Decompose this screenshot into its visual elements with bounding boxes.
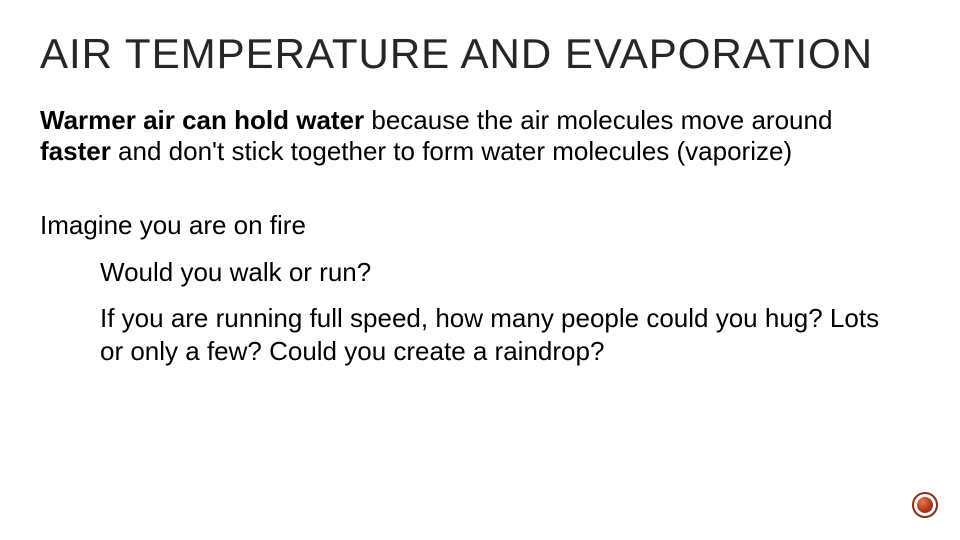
- paragraph-4: If you are running full speed, how many …: [40, 302, 900, 367]
- paragraph-1: Warmer air can hold water because the ai…: [40, 105, 900, 167]
- paragraph-1-text-1: because the air molecules move around: [364, 105, 832, 135]
- paragraph-1-text-2: and don't stick together to form water m…: [111, 136, 792, 166]
- slide-title: AIR TEMPERATURE AND EVAPORATION: [40, 30, 900, 77]
- bullet-decoration-icon: [912, 492, 938, 518]
- bullet-inner-sphere: [917, 497, 933, 513]
- paragraph-2: Imagine you are on fire: [40, 209, 900, 242]
- paragraph-3: Would you walk or run?: [40, 256, 900, 289]
- paragraph-1-bold-2: faster: [40, 136, 111, 166]
- paragraph-1-bold-1: Warmer air can hold water: [40, 105, 364, 135]
- slide-container: AIR TEMPERATURE AND EVAPORATION Warmer a…: [0, 0, 960, 540]
